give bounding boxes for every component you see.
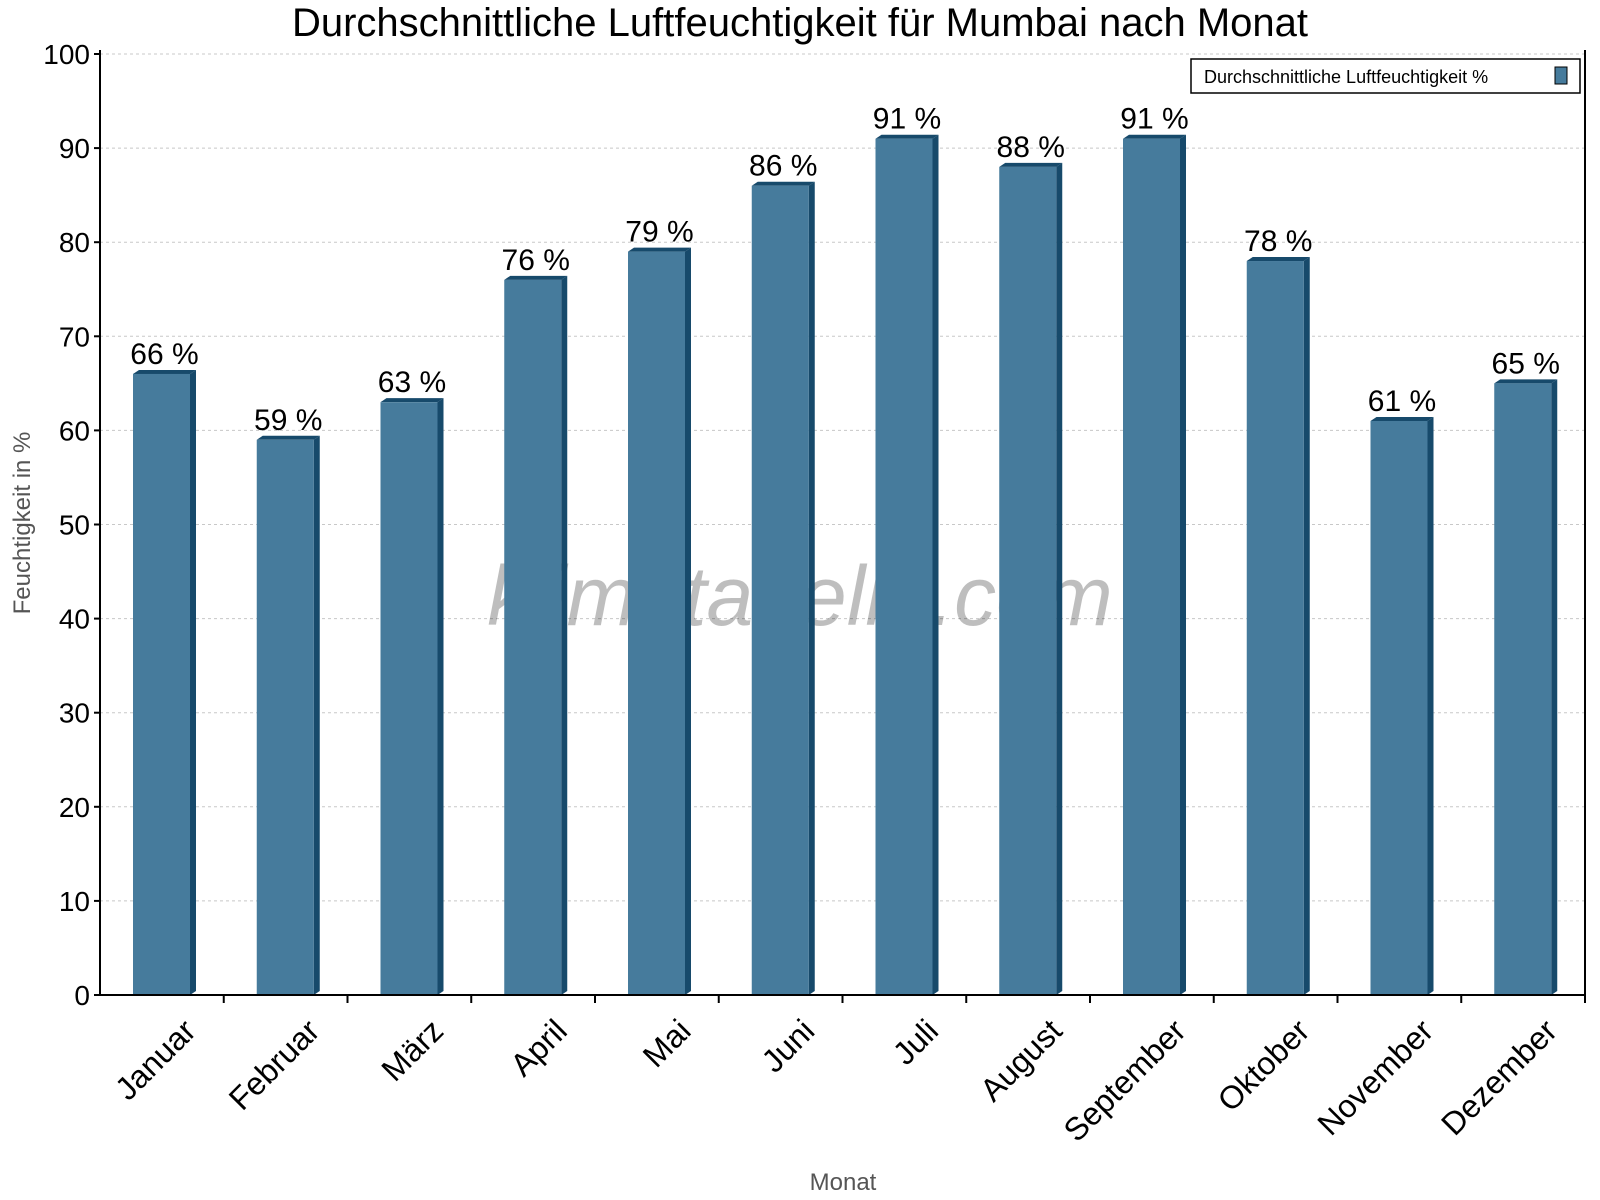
bar-top bbox=[1494, 379, 1558, 384]
bar bbox=[1494, 383, 1552, 996]
bar-top bbox=[628, 247, 691, 252]
x-tick-label: August bbox=[973, 1012, 1069, 1108]
bar bbox=[504, 279, 562, 996]
bar bbox=[875, 138, 933, 995]
bar-top bbox=[380, 398, 444, 403]
bar-top bbox=[1246, 257, 1310, 262]
x-tick-label: Februar bbox=[222, 1012, 327, 1117]
data-label: 63 % bbox=[378, 366, 446, 399]
y-tick-label: 30 bbox=[59, 698, 90, 729]
data-label: 91 % bbox=[1120, 103, 1188, 136]
data-label: 79 % bbox=[625, 216, 693, 249]
data-label: 59 % bbox=[254, 404, 322, 437]
x-axis-label: Monat bbox=[810, 1169, 877, 1196]
bar bbox=[380, 402, 438, 995]
bar-top bbox=[999, 162, 1063, 167]
bar-side bbox=[437, 398, 444, 995]
x-tick-label: Oktober bbox=[1210, 1012, 1316, 1118]
bar bbox=[256, 439, 314, 995]
bar-side bbox=[685, 247, 691, 996]
y-tick-label: 50 bbox=[59, 510, 90, 541]
y-tick-label: 80 bbox=[59, 227, 90, 258]
bar-top bbox=[875, 134, 939, 139]
bar bbox=[628, 251, 685, 996]
bar bbox=[751, 185, 809, 996]
y-tick-label: 100 bbox=[43, 39, 90, 70]
x-tick-label: Juli bbox=[886, 1012, 945, 1071]
y-tick-label: 70 bbox=[59, 321, 90, 352]
x-tick-label: März bbox=[374, 1012, 450, 1088]
bar bbox=[1246, 261, 1304, 995]
chart-title: Durchschnittliche Luftfeuchtigkeit für M… bbox=[292, 1, 1308, 45]
bar-side bbox=[1551, 379, 1558, 996]
bar-side bbox=[932, 134, 939, 995]
data-label: 76 % bbox=[502, 244, 570, 277]
bar bbox=[1123, 138, 1180, 995]
data-label: 91 % bbox=[873, 103, 941, 136]
bar-top bbox=[1123, 134, 1186, 139]
bar-top bbox=[751, 181, 815, 186]
bar bbox=[133, 373, 190, 995]
legend: Durchschnittliche Luftfeuchtigkeit % bbox=[1190, 58, 1581, 94]
bar-side bbox=[1180, 134, 1186, 995]
data-label: 65 % bbox=[1492, 347, 1560, 380]
x-tick-label: September bbox=[1057, 1012, 1193, 1148]
bar-side bbox=[1427, 416, 1434, 995]
bar-top bbox=[256, 435, 320, 440]
y-axis-label: Feuchtigkeit in % bbox=[9, 432, 36, 615]
x-tick-label: Mai bbox=[636, 1012, 698, 1074]
bar-side bbox=[313, 435, 320, 995]
data-label: 86 % bbox=[749, 150, 817, 183]
y-tick-label: 60 bbox=[59, 415, 90, 446]
x-tick-label: April bbox=[503, 1012, 574, 1083]
bar-side bbox=[190, 369, 196, 995]
bar bbox=[999, 166, 1057, 996]
bar-top bbox=[504, 275, 568, 280]
bar-side bbox=[561, 275, 568, 996]
x-tick-label: Januar bbox=[108, 1012, 203, 1107]
bar-top bbox=[1370, 416, 1434, 421]
data-label: 66 % bbox=[130, 338, 198, 371]
y-tick-label: 0 bbox=[74, 980, 90, 1011]
y-tick-label: 10 bbox=[59, 886, 90, 917]
legend-swatch bbox=[1554, 66, 1568, 85]
data-label: 61 % bbox=[1368, 385, 1436, 418]
data-label: 78 % bbox=[1244, 225, 1312, 258]
legend-label: Durchschnittliche Luftfeuchtigkeit % bbox=[1204, 67, 1488, 87]
bar-top bbox=[133, 369, 196, 374]
y-tick-label: 90 bbox=[59, 133, 90, 164]
legend-box bbox=[1190, 58, 1581, 94]
bar-side bbox=[808, 181, 815, 996]
bar-side bbox=[1303, 257, 1310, 995]
x-tick-label: Juni bbox=[754, 1012, 821, 1079]
y-tick-label: 40 bbox=[59, 604, 90, 635]
data-label: 88 % bbox=[997, 131, 1065, 164]
x-tick-label: Dezember bbox=[1434, 1012, 1564, 1142]
x-tick-label: November bbox=[1310, 1012, 1440, 1142]
bar-side bbox=[1056, 162, 1063, 996]
y-tick-label: 20 bbox=[59, 792, 90, 823]
bar bbox=[1370, 420, 1428, 995]
